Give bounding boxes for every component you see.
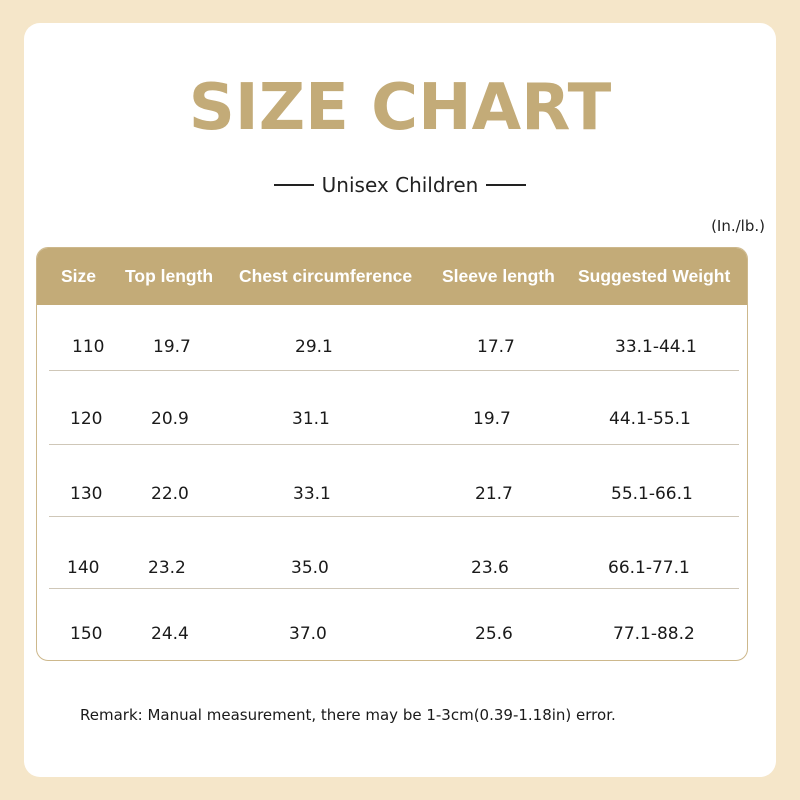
cell-weight: 44.1-55.1: [609, 409, 691, 429]
size-table: Size Top length Chest circumference Slee…: [36, 247, 748, 661]
cell-size: 140: [67, 558, 100, 578]
cell-sleeve: 19.7: [473, 409, 511, 429]
header-sleeve-length: Sleeve length: [442, 266, 555, 286]
cell-chest: 31.1: [292, 409, 330, 429]
cell-top-length: 22.0: [151, 484, 189, 504]
cell-weight: 33.1-44.1: [615, 337, 697, 357]
remark-note: Remark: Manual measurement, there may be…: [80, 706, 616, 724]
row-divider: [49, 516, 739, 517]
cell-chest: 35.0: [291, 558, 329, 578]
cell-sleeve: 25.6: [475, 624, 513, 644]
cell-sleeve: 17.7: [477, 337, 515, 357]
subtitle: Unisex Children: [321, 173, 479, 197]
table-header: Size Top length Chest circumference Slee…: [37, 248, 747, 305]
subtitle-row: Unisex Children: [0, 170, 800, 200]
cell-size: 120: [70, 409, 103, 429]
cell-weight: 77.1-88.2: [613, 624, 695, 644]
cell-size: 150: [70, 624, 103, 644]
row-divider: [49, 370, 739, 371]
table-row: 110 19.7 29.1 17.7 33.1-44.1: [37, 327, 747, 367]
header-size: Size: [61, 266, 97, 286]
table-row: 130 22.0 33.1 21.7 55.1-66.1: [37, 474, 747, 514]
table-row: 120 20.9 31.1 19.7 44.1-55.1: [37, 399, 747, 439]
row-divider: [49, 588, 739, 589]
cell-size: 130: [70, 484, 103, 504]
row-divider: [49, 444, 739, 445]
cell-sleeve: 23.6: [471, 558, 509, 578]
cell-weight: 66.1-77.1: [608, 558, 690, 578]
cell-top-length: 23.2: [148, 558, 186, 578]
page-title: SIZE CHART: [188, 71, 612, 145]
cell-top-length: 20.9: [151, 409, 189, 429]
cell-sleeve: 21.7: [475, 484, 513, 504]
cell-size: 110: [72, 337, 105, 357]
header-chest-circumference: Chest circumference: [239, 266, 413, 286]
cell-top-length: 19.7: [153, 337, 191, 357]
cell-chest: 33.1: [293, 484, 331, 504]
header-suggested-weight: Suggested Weight: [578, 266, 731, 286]
table-row: 140 23.2 35.0 23.6 66.1-77.1: [37, 548, 747, 588]
cell-top-length: 24.4: [151, 624, 189, 644]
header-top-length: Top length: [125, 266, 214, 286]
subtitle-left-rule: [273, 184, 314, 186]
cell-weight: 55.1-66.1: [611, 484, 693, 504]
units-label: (In./lb.): [711, 217, 765, 235]
cell-chest: 29.1: [295, 337, 333, 357]
cell-chest: 37.0: [289, 624, 327, 644]
subtitle-right-rule: [486, 184, 527, 186]
table-row: 150 24.4 37.0 25.6 77.1-88.2: [37, 614, 747, 654]
